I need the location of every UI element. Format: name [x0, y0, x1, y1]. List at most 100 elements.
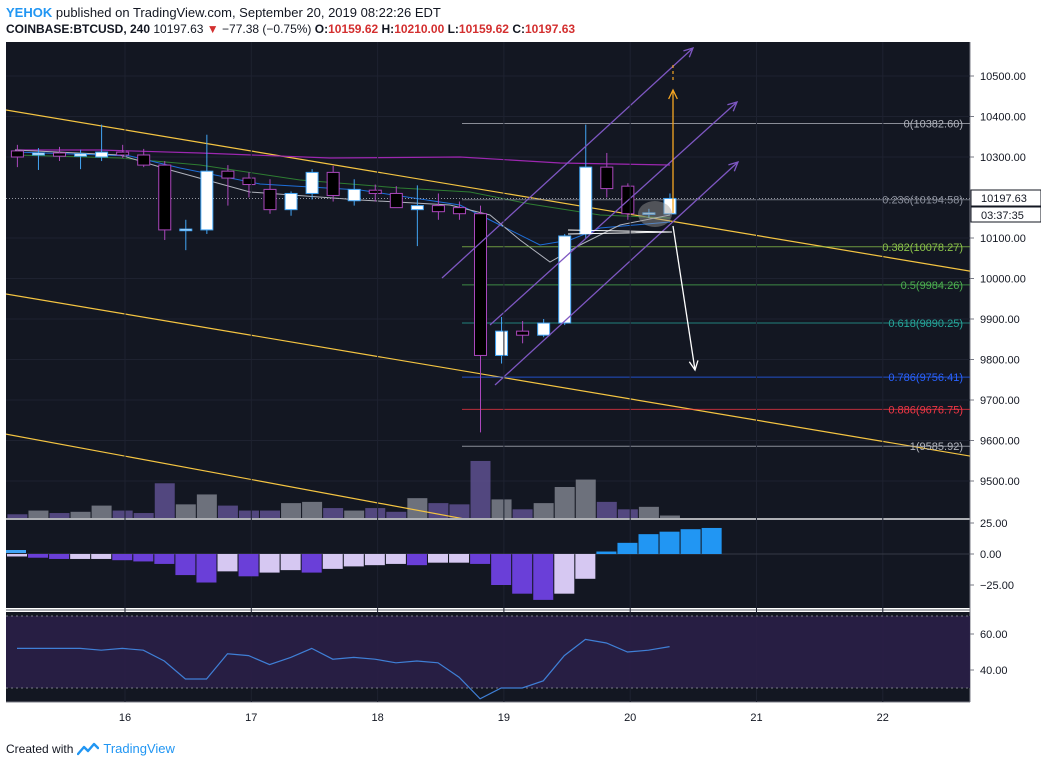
- footer: Created with TradingView: [6, 741, 175, 756]
- volume-bar: [491, 499, 512, 518]
- macd-bar: [449, 554, 470, 563]
- author-name[interactable]: YEHOK: [6, 5, 53, 20]
- candle: [305, 171, 319, 194]
- candle: [326, 171, 340, 196]
- volume-bar: [217, 505, 238, 518]
- time-tick-label: 16: [119, 712, 131, 724]
- macd-bar: [659, 531, 680, 554]
- candle: [53, 152, 66, 157]
- rsi-tick-label: 60.00: [980, 629, 1008, 641]
- trendline: [6, 433, 463, 518]
- volume-bar: [133, 513, 154, 518]
- candle: [158, 164, 172, 231]
- volume-bar: [70, 511, 91, 518]
- close-label: C:: [512, 22, 525, 36]
- fib-level-label: 0.886(9676.75): [888, 404, 963, 416]
- volume-bar: [512, 509, 533, 518]
- volume-bar: [428, 503, 449, 518]
- volume-bar: [533, 503, 554, 518]
- candle: [31, 152, 45, 156]
- volume-bar: [554, 487, 575, 518]
- macd-bar: [385, 554, 406, 564]
- high-label: H:: [381, 22, 395, 36]
- volume-bar: [196, 494, 217, 518]
- candle: [431, 205, 445, 213]
- last-price-box: [970, 189, 1041, 207]
- candle: [221, 170, 235, 179]
- trendline: [6, 109, 970, 272]
- macd-signal-marker: [6, 550, 26, 553]
- candle: [389, 192, 403, 209]
- open-label: O:: [314, 22, 329, 36]
- volume-bar: [260, 510, 280, 518]
- macd-bar: [470, 554, 491, 564]
- fib-level-label: 0.236(10194.58): [882, 195, 963, 207]
- price-tick-label: 10300.00: [980, 152, 1026, 164]
- macd-bar: [112, 554, 133, 561]
- macd-bar: [322, 554, 343, 569]
- macd-bar: [7, 554, 27, 557]
- volume-bar: [238, 510, 259, 518]
- macd-bar: [91, 554, 112, 559]
- published-text: published on TradingView.com, September …: [55, 5, 441, 20]
- candle: [242, 177, 256, 186]
- macd-bar: [217, 554, 238, 572]
- time-tick-label: 20: [624, 712, 636, 724]
- time-tick-label: 18: [371, 712, 383, 724]
- rsi-band: [6, 616, 970, 688]
- candle: [179, 228, 193, 232]
- price-tick-label: 10000.00: [980, 274, 1026, 286]
- price-tick-label: 10400.00: [980, 112, 1026, 124]
- candle: [284, 192, 298, 211]
- high-value: 10210.00: [394, 22, 445, 36]
- macd-bar: [133, 554, 154, 562]
- candle: [95, 151, 109, 158]
- macd-bar: [575, 554, 596, 579]
- candle: [600, 166, 614, 190]
- volume-bar: [617, 509, 638, 518]
- volume-bar: [449, 504, 470, 518]
- macd-bar: [512, 554, 533, 594]
- volume-bar: [470, 460, 491, 518]
- tradingview-logo-icon: [77, 742, 100, 755]
- change-arrow-icon: ▼: [206, 22, 219, 36]
- macd-tick-label: 0.00: [980, 549, 1001, 561]
- volume-bar: [386, 511, 407, 518]
- tradingview-brand[interactable]: TradingView: [103, 741, 175, 756]
- channel-line-lower: [494, 161, 739, 386]
- volume-bar: [659, 515, 680, 518]
- highlight-circle: [638, 201, 672, 227]
- fib-level-label: 0.382(10078.27): [882, 242, 963, 254]
- ma-50-line: [14, 151, 671, 246]
- macd-bar: [364, 554, 385, 566]
- volume-bar: [49, 513, 70, 518]
- volume-bar: [302, 501, 323, 518]
- macd-tick-label: −25.00: [980, 580, 1014, 592]
- open-value: 10159.62: [328, 22, 379, 36]
- macd-bar: [701, 527, 722, 554]
- macd-bar: [259, 554, 280, 573]
- volume-bar: [575, 479, 596, 518]
- low-value: 10159.62: [458, 22, 509, 36]
- target-arrow-up-head: [668, 88, 678, 100]
- rsi-line: [17, 638, 670, 700]
- fib-level-label: 0.786(9756.41): [888, 372, 963, 384]
- fib-level-label: 0.5(9984.26): [901, 280, 963, 292]
- fib-level-label: 1(9585.92): [910, 441, 963, 453]
- main-pane: [6, 42, 970, 518]
- volume-bar: [365, 508, 386, 518]
- price-tick-label: 9700.00: [980, 395, 1020, 407]
- macd-bar: [70, 554, 91, 559]
- down-scenario-arrow-head: [688, 360, 699, 372]
- low-label: L:: [447, 22, 459, 36]
- volume-bar: [154, 483, 175, 518]
- volume-bar: [638, 506, 659, 518]
- close-value: 10197.63: [525, 22, 576, 36]
- candle: [474, 213, 487, 356]
- macd-bar: [617, 542, 638, 554]
- macd-bar: [301, 554, 322, 573]
- channel-line-upper: [441, 47, 694, 279]
- macd-bar: [428, 554, 448, 563]
- symbol-label: COINBASE:BTCUSD, 240: [6, 22, 151, 36]
